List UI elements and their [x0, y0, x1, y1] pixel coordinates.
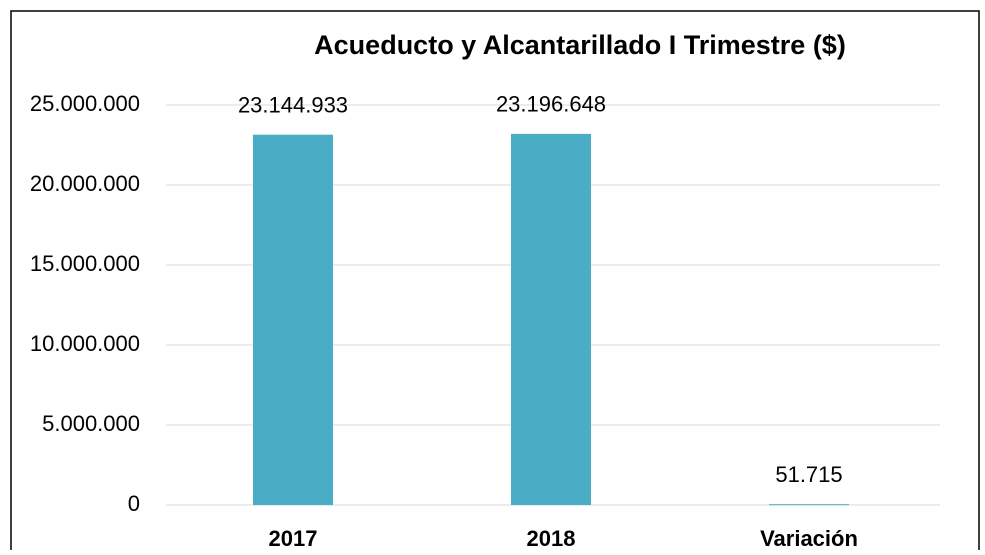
chart-title: Acueducto y Alcantarillado I Trimestre (… — [314, 30, 846, 60]
data-label: 23.196.648 — [496, 92, 606, 117]
chart-border — [10, 10, 980, 555]
y-tick-label: 5.000.000 — [42, 411, 140, 436]
data-label: 51.715 — [775, 462, 842, 487]
bar — [253, 134, 333, 505]
data-label: 23.144.933 — [238, 92, 348, 117]
x-tick-label: 2018 — [527, 526, 576, 550]
x-tick-label: Variación — [760, 526, 858, 550]
bar — [769, 504, 849, 506]
y-tick-label: 15.000.000 — [30, 251, 140, 276]
y-tick-label: 0 — [128, 491, 140, 516]
y-tick-label: 10.000.000 — [30, 331, 140, 356]
y-tick-label: 20.000.000 — [30, 171, 140, 196]
x-tick-label: 2017 — [269, 526, 318, 550]
bar — [511, 133, 591, 505]
y-tick-label: 25.000.000 — [30, 91, 140, 116]
